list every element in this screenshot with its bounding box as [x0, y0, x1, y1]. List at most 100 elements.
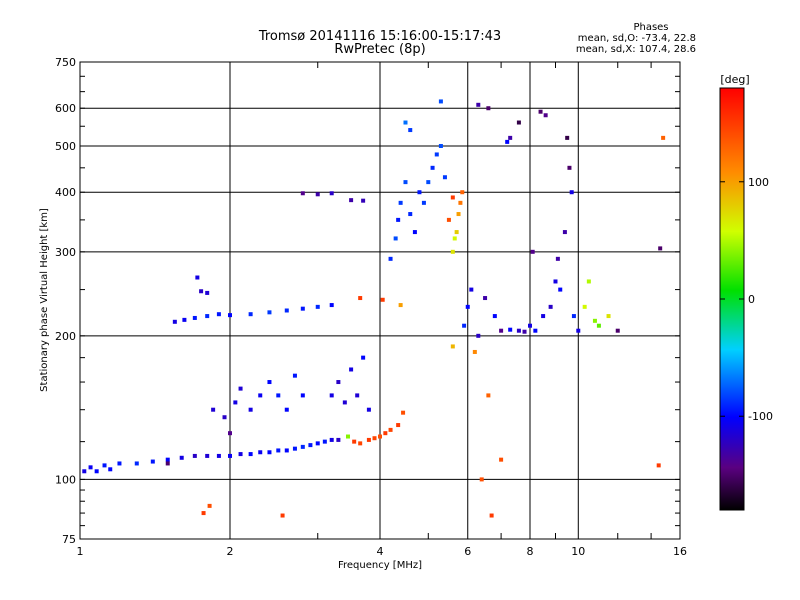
data-point [396, 217, 401, 222]
data-point [292, 373, 297, 378]
data-point [565, 135, 570, 140]
data-point [102, 463, 107, 468]
data-point [403, 120, 408, 125]
data-point [388, 427, 393, 432]
y-tick-label: 100 [55, 473, 76, 486]
data-point [393, 236, 398, 241]
data-point [462, 323, 467, 328]
data-point [329, 303, 334, 308]
data-point [315, 304, 320, 309]
data-point [248, 312, 253, 317]
data-point [486, 393, 491, 398]
colorbar-ticks: 100 0 -100 [720, 176, 773, 423]
data-point [569, 190, 574, 195]
data-point [548, 304, 553, 309]
data-point [150, 459, 155, 464]
data-point [284, 308, 289, 313]
y-tick-labels: 75 100 200 300 400 500 600 750 [55, 56, 76, 546]
data-point [528, 323, 532, 328]
data-point [329, 437, 334, 442]
data-point [388, 256, 393, 261]
data-point [192, 453, 197, 458]
data-point [476, 102, 481, 107]
data-point [308, 443, 313, 448]
x-tick-label: 6 [464, 545, 471, 558]
data-point [454, 230, 459, 235]
data-point [165, 461, 170, 466]
data-point [378, 434, 382, 439]
data-point [656, 463, 661, 468]
x-tick-label: 4 [377, 545, 384, 558]
data-point [465, 304, 470, 309]
y-tick-label: 75 [62, 533, 76, 546]
data-point [345, 434, 350, 439]
data-point [426, 180, 431, 185]
data-point [430, 165, 435, 170]
x-axis-label: Frequency [MHz] [338, 560, 422, 571]
data-points [82, 99, 666, 518]
data-point [450, 249, 455, 254]
data-point [201, 511, 206, 516]
y-tick-label: 600 [55, 102, 76, 115]
data-point [94, 469, 99, 474]
data-point [222, 415, 227, 420]
data-point [233, 400, 238, 405]
data-point [408, 128, 413, 133]
data-point [349, 198, 354, 203]
data-point [352, 439, 357, 444]
data-point [134, 461, 139, 466]
data-point [216, 312, 221, 317]
data-point [553, 279, 558, 284]
data-point [661, 135, 666, 140]
data-point [479, 477, 484, 482]
data-point [505, 139, 510, 144]
data-point [117, 461, 122, 466]
data-point [438, 143, 443, 148]
data-point [596, 323, 601, 328]
data-point [361, 198, 366, 203]
y-tick-label: 300 [55, 246, 76, 259]
x-tick-label: 10 [571, 545, 585, 558]
data-point [442, 175, 447, 180]
data-point [615, 328, 620, 333]
data-point [606, 314, 611, 319]
data-point [228, 431, 232, 436]
data-point [228, 313, 232, 318]
x-tick-label: 8 [527, 545, 534, 558]
data-point [486, 106, 491, 111]
data-point [530, 249, 535, 254]
stats-o-line: mean, sd,O: -73.4, 22.8 [578, 33, 696, 44]
data-point [292, 446, 297, 451]
data-point [207, 503, 212, 508]
y-tick-label: 400 [55, 186, 76, 199]
data-point [401, 410, 406, 415]
data-point [366, 407, 371, 412]
data-point [258, 393, 263, 398]
data-point [543, 113, 548, 118]
data-point [372, 436, 377, 441]
data-point [267, 380, 272, 385]
data-point [562, 230, 567, 235]
grid [79, 61, 681, 540]
plot-frame [79, 61, 681, 540]
data-point [438, 99, 443, 104]
data-point [276, 448, 281, 453]
data-point [408, 212, 413, 217]
data-point [172, 319, 177, 324]
data-point [228, 453, 232, 458]
data-point [199, 289, 204, 294]
data-point [541, 314, 546, 319]
data-point [300, 191, 305, 196]
y-tick-label: 500 [55, 140, 76, 153]
data-point [458, 200, 463, 205]
data-point [456, 212, 461, 217]
data-point [396, 423, 401, 428]
data-point [576, 328, 581, 333]
data-point [361, 355, 366, 360]
data-point [108, 467, 113, 472]
data-point [476, 333, 481, 338]
data-point [450, 195, 455, 200]
data-point [349, 367, 354, 372]
data-point [499, 328, 504, 333]
data-point [82, 469, 87, 474]
